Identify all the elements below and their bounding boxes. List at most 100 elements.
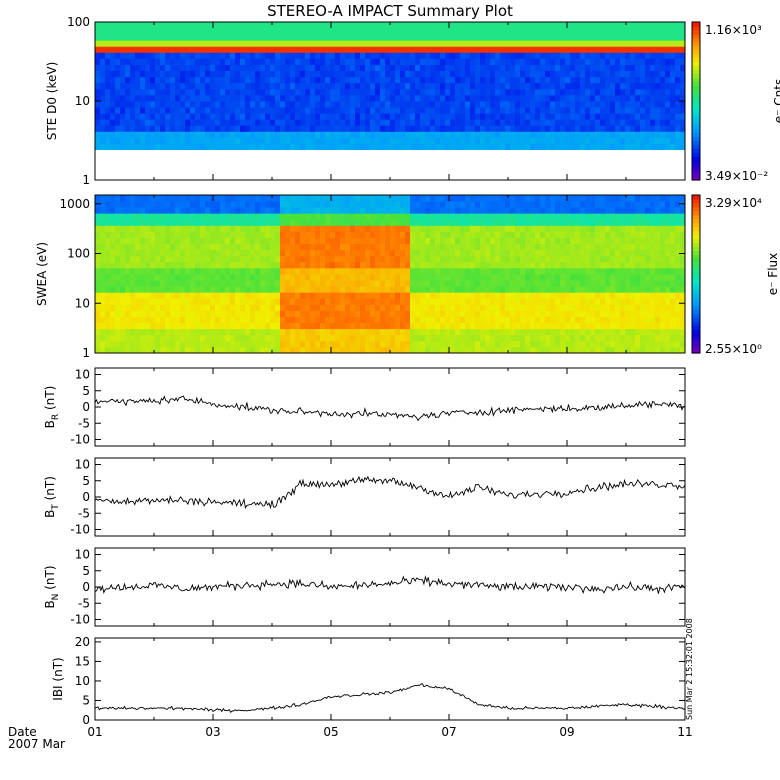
spectrogram-cell (475, 113, 481, 120)
spectrogram-cell (600, 137, 606, 144)
spectrogram-cell (660, 64, 666, 72)
spectrogram-cell (570, 125, 576, 132)
spectrogram-cell (355, 76, 361, 84)
spectrogram-cell (305, 88, 311, 96)
spectrogram-cell (465, 143, 471, 151)
spectrogram-cell (625, 316, 631, 324)
spectrogram-cell (520, 334, 526, 342)
spectrogram-cell (655, 119, 661, 126)
spectrogram-cell (495, 107, 501, 114)
spectrogram-cell (610, 119, 616, 126)
spectrogram-cell (220, 274, 226, 281)
spectrogram-cell (320, 125, 326, 132)
spectrogram-cell (180, 304, 186, 311)
spectrogram-cell (215, 340, 221, 348)
spectrogram-cell (195, 334, 201, 342)
spectrogram-cell (225, 119, 231, 126)
spectrogram-cell (330, 261, 336, 269)
spectrogram-cell (395, 34, 401, 41)
spectrogram-cell (660, 304, 666, 311)
spectrogram-cell (635, 82, 641, 90)
spectrogram-cell (180, 137, 186, 144)
spectrogram-cell (165, 267, 171, 275)
spectrogram-cell (205, 340, 211, 348)
spectrogram-cell (265, 101, 271, 108)
spectrogram-cell (410, 137, 416, 144)
spectrogram-cell (175, 125, 181, 132)
spectrogram-cell (650, 155, 656, 163)
spectrogram-cell (475, 334, 481, 342)
spectrogram-cell (300, 161, 306, 169)
spectrogram-cell (95, 70, 101, 78)
spectrogram-cell (590, 94, 596, 102)
spectrogram-cell (275, 304, 281, 311)
spectrogram-cell (135, 70, 141, 78)
spectrogram-cell (615, 34, 621, 41)
spectrogram-cell (350, 280, 356, 287)
spectrogram-cell (605, 286, 611, 293)
spectrogram-cell (575, 267, 581, 275)
spectrogram-cell (600, 125, 606, 132)
spectrogram-cell (500, 304, 506, 311)
spectrogram-cell (195, 261, 201, 269)
spectrogram-cell (585, 28, 591, 35)
spectrogram-cell (150, 107, 156, 114)
spectrogram-cell (525, 52, 531, 59)
spectrogram-cell (495, 280, 501, 287)
spectrogram-cell (250, 274, 256, 281)
spectrogram-cell (135, 274, 141, 281)
spectrogram-cell (475, 64, 481, 72)
spectrogram-cell (680, 261, 686, 269)
spectrogram-cell (460, 286, 466, 293)
spectrogram-cell (595, 280, 601, 287)
spectrogram-cell (350, 28, 356, 35)
spectrogram-cell (545, 137, 551, 144)
spectrogram-cell (140, 82, 146, 90)
spectrogram-cell (130, 346, 136, 354)
spectrogram-cell (480, 292, 486, 299)
spectrogram-cell (575, 22, 581, 29)
spectrogram-cell (165, 40, 171, 47)
spectrogram-cell (260, 286, 266, 293)
spectrogram-cell (170, 322, 176, 330)
spectrogram-cell (195, 161, 201, 169)
spectrogram-cell (210, 316, 216, 324)
spectrogram-cell (545, 304, 551, 311)
spectrogram-cell (205, 64, 211, 72)
spectrogram-cell (480, 267, 486, 275)
spectrogram-cell (535, 340, 541, 348)
spectrogram-cell (675, 155, 681, 163)
colorbar-swatch (692, 33, 700, 39)
spectrogram-cell (525, 334, 531, 342)
spectrogram-cell (645, 261, 651, 269)
spectrogram-cell (605, 292, 611, 299)
spectrogram-cell (365, 149, 371, 157)
spectrogram-cell (625, 340, 631, 348)
spectrogram-cell (270, 155, 276, 163)
spectrogram-cell (620, 40, 626, 47)
spectrogram-cell (245, 64, 251, 72)
spectrogram-cell (415, 304, 421, 311)
spectrogram-cell (630, 316, 636, 324)
spectrogram-cell (435, 298, 441, 305)
spectrogram-cell (255, 58, 261, 65)
spectrogram-cell (315, 280, 321, 287)
spectrogram-cell (485, 76, 491, 84)
spectrogram-cell (490, 161, 496, 169)
spectrogram-cell (455, 113, 461, 120)
spectrogram-cell (170, 107, 176, 114)
spectrogram-cell (550, 64, 556, 72)
spectrogram-cell (455, 137, 461, 144)
spectrogram-cell (580, 28, 586, 35)
spectrogram-cell (115, 143, 121, 151)
spectrogram-cell (510, 310, 516, 317)
spectrogram-cell (345, 334, 351, 342)
colorbar-swatch (692, 108, 700, 114)
spectrogram-cell (345, 255, 351, 263)
spectrogram-cell (170, 34, 176, 41)
spectrogram-cell (635, 46, 641, 53)
colorbar-swatch (692, 124, 700, 130)
spectrogram-cell (610, 334, 616, 342)
spectrogram-cell (540, 88, 546, 96)
spectrogram-cell (150, 88, 156, 96)
